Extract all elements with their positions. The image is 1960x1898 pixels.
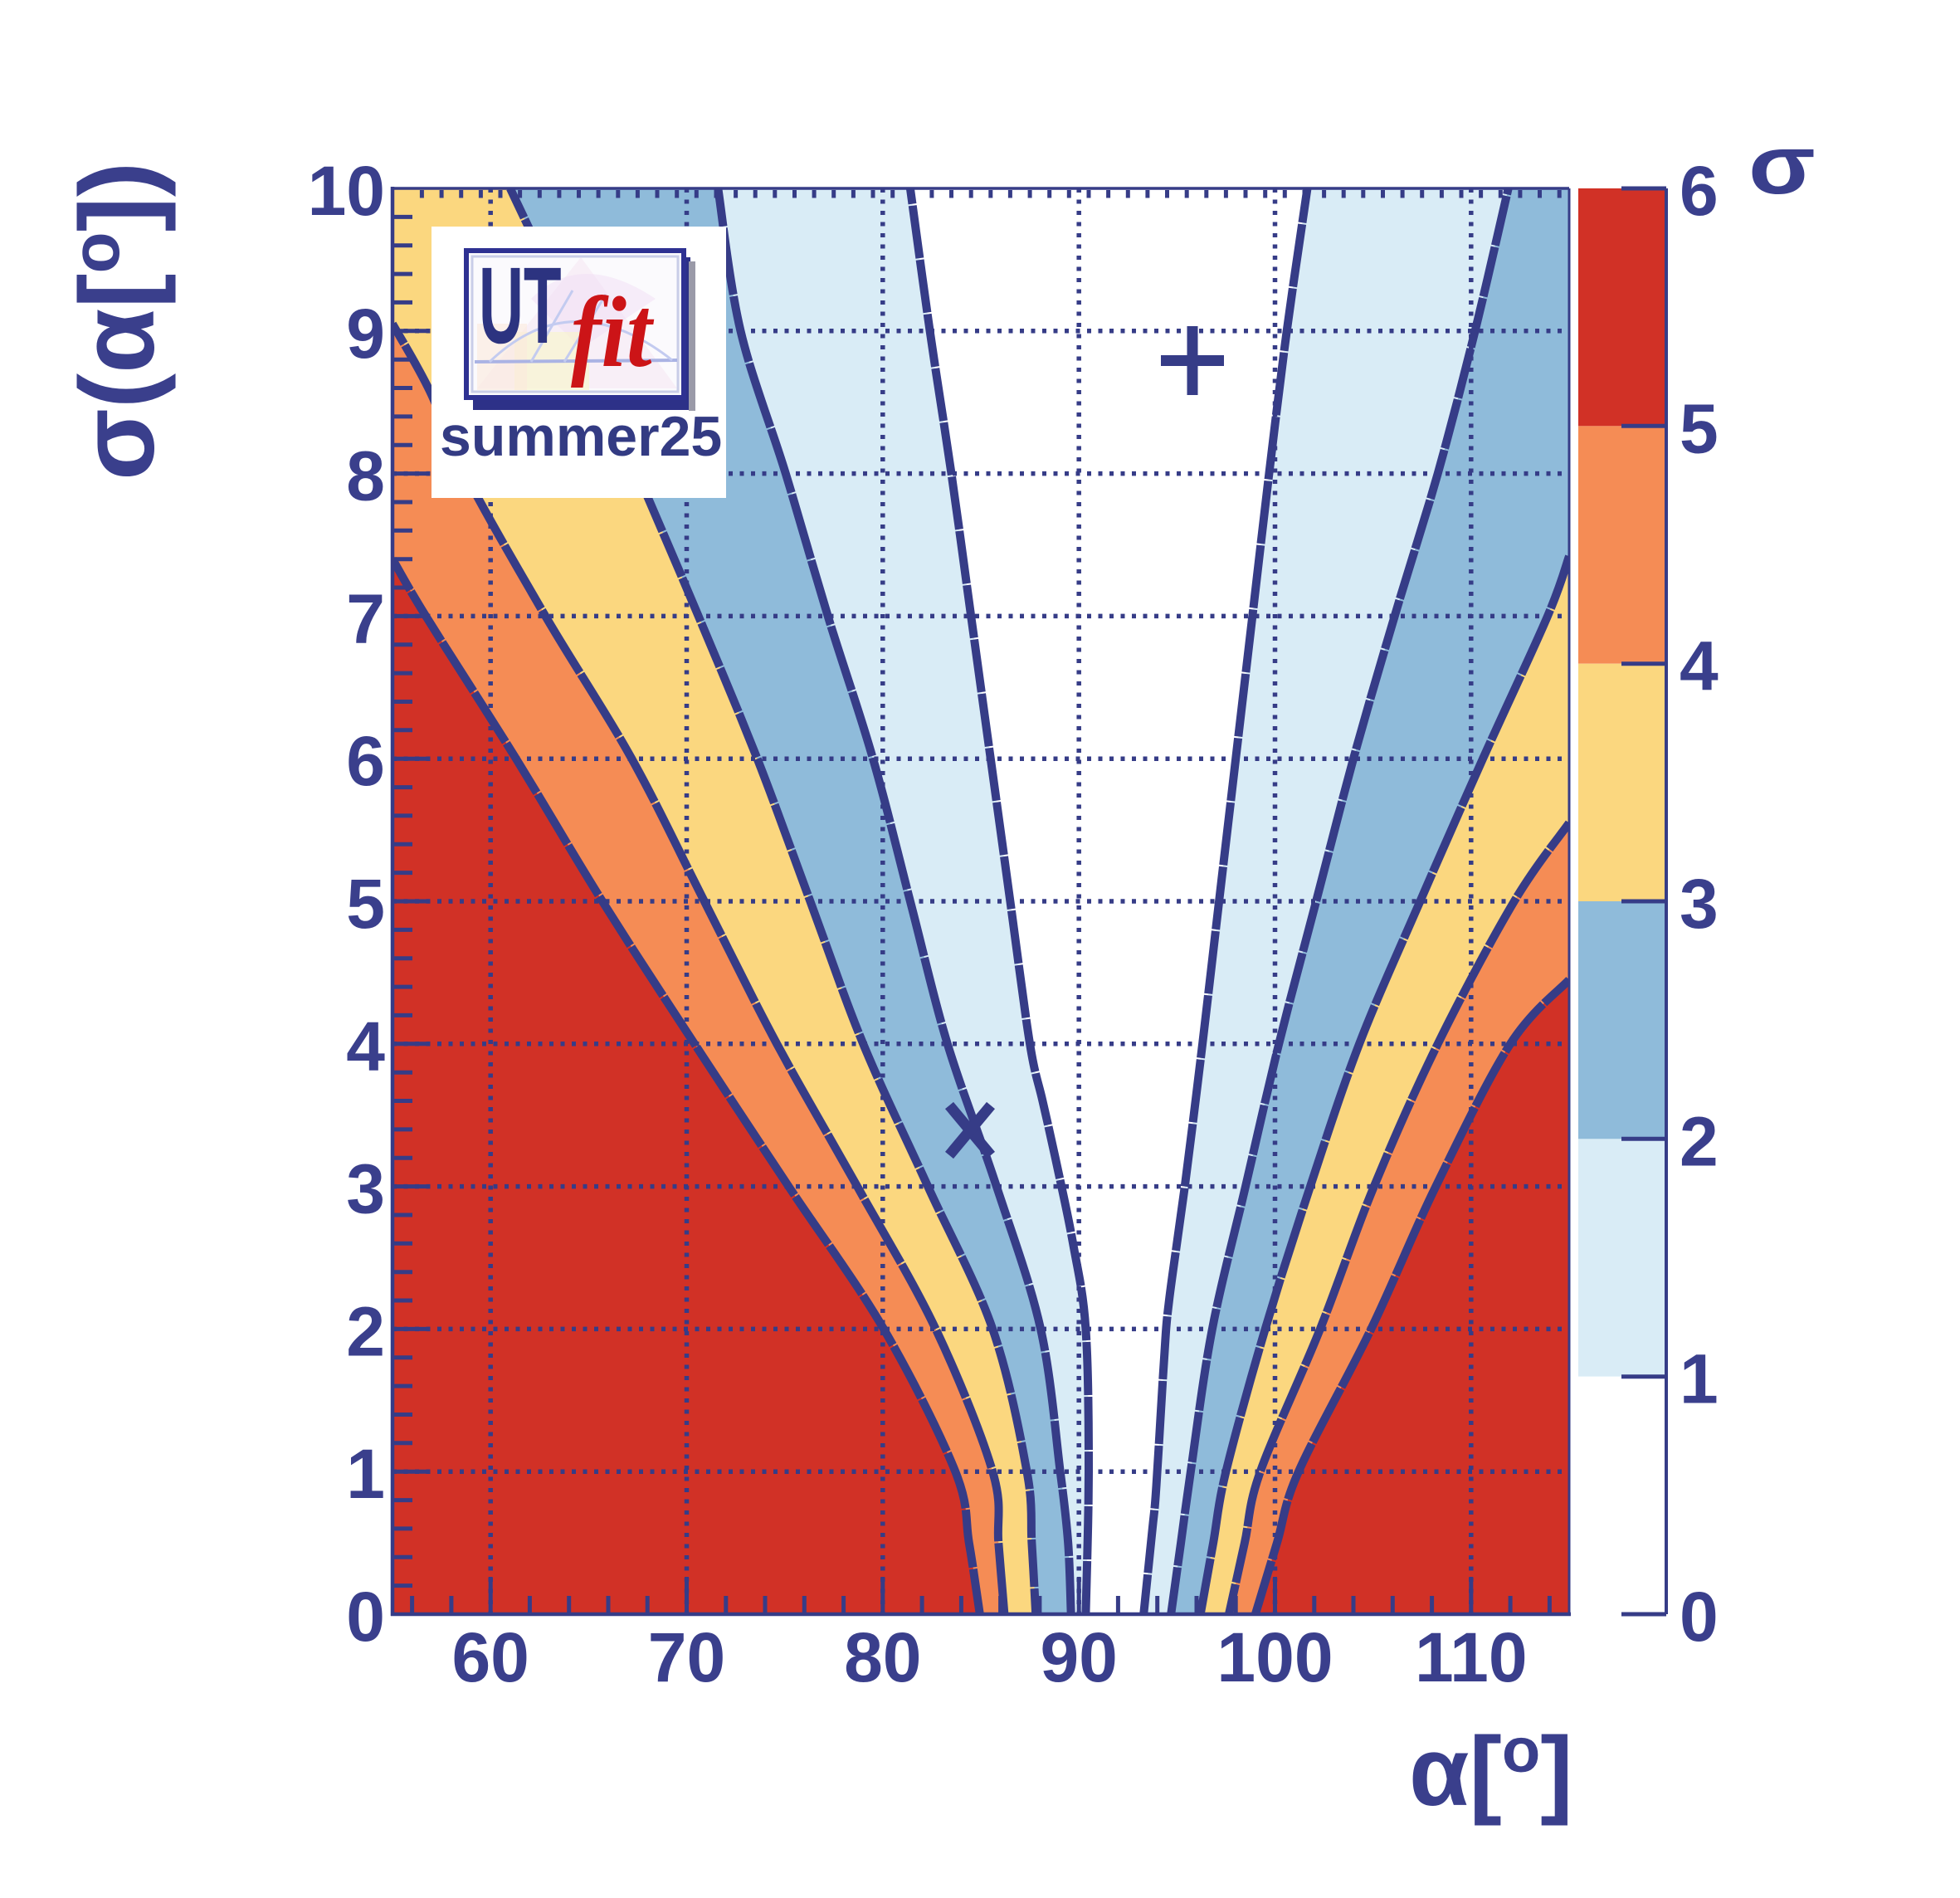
- svg-text:α[o]: α[o]: [1409, 1715, 1573, 1827]
- svg-text:2: 2: [346, 1292, 385, 1370]
- svg-text:σ: σ: [1748, 119, 1816, 212]
- svg-text:7: 7: [346, 579, 385, 657]
- svg-text:10: 10: [308, 152, 385, 230]
- svg-text:4: 4: [1680, 627, 1719, 705]
- svg-text:5: 5: [346, 865, 385, 943]
- svg-text:80: 80: [844, 1618, 921, 1696]
- svg-text:UT: UT: [479, 244, 562, 366]
- svg-text:3: 3: [346, 1150, 385, 1228]
- svg-text:1: 1: [346, 1435, 385, 1513]
- svg-text:9: 9: [346, 295, 385, 373]
- svg-text:110: 110: [1415, 1618, 1528, 1696]
- svg-text:1: 1: [1680, 1340, 1719, 1418]
- svg-text:0: 0: [346, 1578, 385, 1656]
- svg-text:5: 5: [1680, 389, 1719, 467]
- svg-text:4: 4: [346, 1008, 385, 1086]
- svg-text:summer25: summer25: [440, 405, 722, 468]
- svg-text:100: 100: [1216, 1618, 1333, 1696]
- svg-text:70: 70: [648, 1618, 725, 1696]
- svg-text:0: 0: [1680, 1578, 1719, 1656]
- svg-text:6: 6: [346, 722, 385, 800]
- svg-text:8: 8: [346, 437, 385, 515]
- svg-text:σ(α[o]): σ(α[o]): [58, 162, 176, 481]
- svg-text:3: 3: [1680, 865, 1719, 943]
- svg-text:90: 90: [1040, 1618, 1117, 1696]
- svg-text:2: 2: [1680, 1102, 1719, 1180]
- svg-text:fit: fit: [571, 277, 655, 389]
- svg-text:60: 60: [451, 1618, 529, 1696]
- svg-text:6: 6: [1680, 152, 1719, 230]
